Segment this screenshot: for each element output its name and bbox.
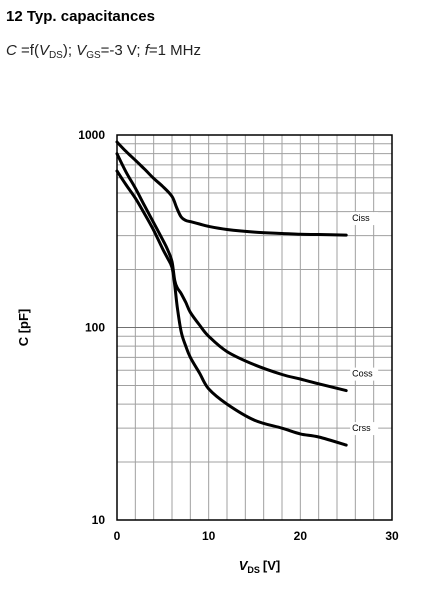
chart-title: 12 Typ. capacitances [6, 8, 155, 25]
y-tick-label: 10 [92, 513, 106, 527]
series-line-crss [115, 169, 348, 447]
x-axis-label-v: V [239, 558, 249, 573]
x-tick-label: 10 [202, 529, 216, 543]
series-label-bg-coss [350, 367, 379, 381]
grid [117, 135, 392, 520]
series-label-bg-ciss [350, 212, 379, 226]
subtitle-gsval: =-3 V; [100, 42, 145, 59]
x-axis-label: VDS [V] [239, 558, 281, 575]
subtitle-ds: DS [48, 50, 63, 61]
subtitle-v2: V [76, 42, 87, 59]
x-tick-label: 30 [385, 529, 399, 543]
series-label-ciss: Ciss [352, 213, 370, 223]
subtitle-v1: V [38, 42, 49, 59]
x-tick-label: 20 [294, 529, 308, 543]
y-tick-label: 100 [85, 321, 105, 335]
subtitle-fval: =1 MHz [148, 42, 202, 59]
series-line-ciss [115, 140, 348, 237]
x-axis-label-unit: [V] [263, 558, 280, 573]
series-line-coss [115, 152, 348, 393]
chart-subtitle: C =f(VDS); VGS=-3 V; f=1 MHz [6, 42, 201, 61]
subtitle-gs: GS [86, 50, 101, 61]
series-label-coss: Coss [352, 369, 373, 379]
series-label-bg-crss [350, 422, 379, 436]
x-tick-label: 0 [114, 529, 121, 543]
subtitle-f: f [144, 42, 149, 59]
series-curves [115, 140, 348, 447]
y-axis-label: C [pF] [16, 309, 31, 347]
subtitle-c: C [6, 42, 17, 59]
subtitle-mid: ); [62, 42, 77, 59]
tick-labels: 0 10 20 30 10 100 1000 [78, 128, 399, 543]
series-labels: Ciss Coss Crss [350, 212, 379, 436]
series-label-crss: Crss [352, 423, 371, 433]
y-tick-label: 1000 [78, 128, 105, 142]
x-axis-label-sub: DS [247, 565, 260, 575]
subtitle-eq: =f( [16, 42, 39, 59]
plot-frame [116, 134, 393, 521]
